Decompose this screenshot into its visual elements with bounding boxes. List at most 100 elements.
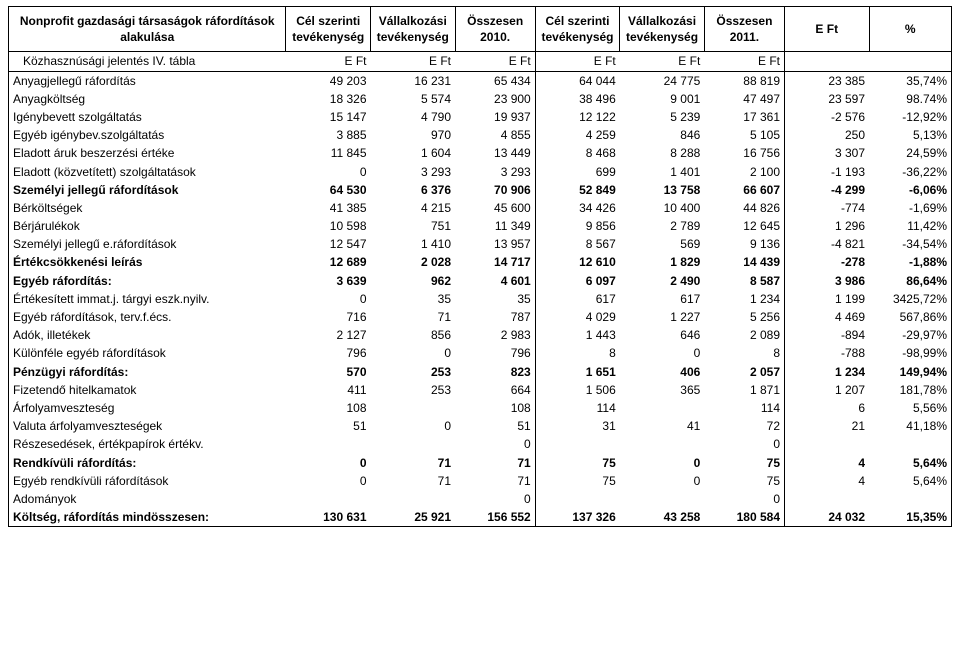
- cell-value: 35,74%: [869, 71, 951, 90]
- cell-value: 71: [371, 308, 456, 326]
- cell-value: [620, 435, 705, 453]
- subheader-blank: [869, 52, 951, 71]
- table-row: Pénzügyi ráfordítás:5702538231 6514062 0…: [9, 363, 952, 381]
- cell-value: 0: [286, 454, 371, 472]
- table-row: Valuta árfolyamveszteségek51051314172214…: [9, 417, 952, 435]
- cell-value: 31: [535, 417, 620, 435]
- cell-value: -29,97%: [869, 326, 951, 344]
- cell-value: 0: [286, 472, 371, 490]
- cell-value: 4: [785, 454, 870, 472]
- cell-value: 35: [371, 290, 456, 308]
- table-row: Értékcsökkenési leírás12 6892 02814 7171…: [9, 253, 952, 271]
- cell-value: 1 207: [785, 381, 870, 399]
- row-label: Értékesített immat.j. tárgyi eszk.nyilv.: [9, 290, 286, 308]
- cell-value: 181,78%: [869, 381, 951, 399]
- cell-value: 41,18%: [869, 417, 951, 435]
- cell-value: 3 986: [785, 272, 870, 290]
- row-label: Anyagjellegű ráfordítás: [9, 71, 286, 90]
- cell-value: 962: [371, 272, 456, 290]
- cell-value: 17 361: [704, 108, 784, 126]
- row-label: Egyéb ráfordítások, terv.f.écs.: [9, 308, 286, 326]
- cell-value: 34 426: [535, 199, 620, 217]
- subheader-blank: [785, 52, 870, 71]
- cell-value: -774: [785, 199, 870, 217]
- cell-value: 1 410: [371, 235, 456, 253]
- row-label: Különféle egyéb ráfordítások: [9, 344, 286, 362]
- cell-value: 1 234: [704, 290, 784, 308]
- cell-value: -1,69%: [869, 199, 951, 217]
- cell-value: 2 789: [620, 217, 705, 235]
- row-label: Eladott áruk beszerzési értéke: [9, 144, 286, 162]
- cell-value: 846: [620, 126, 705, 144]
- subheader-unit: E Ft: [620, 52, 705, 71]
- cell-value: 787: [455, 308, 535, 326]
- cell-value: 0: [371, 417, 456, 435]
- subheader-unit: E Ft: [455, 52, 535, 71]
- cell-value: 664: [455, 381, 535, 399]
- cell-value: 44 826: [704, 199, 784, 217]
- cell-value: 41: [620, 417, 705, 435]
- table-row: Adományok00: [9, 490, 952, 508]
- cell-value: 71: [455, 472, 535, 490]
- cell-value: 411: [286, 381, 371, 399]
- col-sum10: Összesen 2010.: [455, 7, 535, 52]
- row-label: Árfolyamveszteség: [9, 399, 286, 417]
- cell-value: 24 775: [620, 71, 705, 90]
- cell-value: -1 193: [785, 163, 870, 181]
- cell-value: -788: [785, 344, 870, 362]
- cell-value: -278: [785, 253, 870, 271]
- cell-value: 12 645: [704, 217, 784, 235]
- cell-value: 3 307: [785, 144, 870, 162]
- row-label: Fizetendő hitelkamatok: [9, 381, 286, 399]
- cell-value: 0: [455, 490, 535, 508]
- cell-value: -894: [785, 326, 870, 344]
- row-label: Értékcsökkenési leírás: [9, 253, 286, 271]
- row-label: Anyagköltség: [9, 90, 286, 108]
- cell-value: 64 530: [286, 181, 371, 199]
- cell-value: 5 105: [704, 126, 784, 144]
- cell-value: 51: [455, 417, 535, 435]
- cell-value: 5 239: [620, 108, 705, 126]
- col-vall11: Vállalkozási tevékenység: [620, 7, 705, 52]
- table-row: Különféle egyéb ráfordítások7960796808-7…: [9, 344, 952, 362]
- cell-value: 12 122: [535, 108, 620, 126]
- cell-value: 970: [371, 126, 456, 144]
- cell-value: 253: [371, 363, 456, 381]
- row-label: Bérjárulékok: [9, 217, 286, 235]
- cell-value: 2 089: [704, 326, 784, 344]
- cell-value: [785, 490, 870, 508]
- cell-value: 2 028: [371, 253, 456, 271]
- row-label: Pénzügyi ráfordítás:: [9, 363, 286, 381]
- cell-value: 5,64%: [869, 472, 951, 490]
- row-label: Valuta árfolyamveszteségek: [9, 417, 286, 435]
- cell-value: 71: [371, 472, 456, 490]
- expenditure-table: Nonprofit gazdasági társaságok ráfordítá…: [8, 6, 952, 527]
- cell-value: [535, 435, 620, 453]
- cell-value: 250: [785, 126, 870, 144]
- cell-value: -4 821: [785, 235, 870, 253]
- cell-value: 0: [620, 454, 705, 472]
- col-vall10: Vállalkozási tevékenység: [371, 7, 456, 52]
- cell-value: -1,88%: [869, 253, 951, 271]
- cell-value: 23 597: [785, 90, 870, 108]
- subheader-unit: E Ft: [286, 52, 371, 71]
- subheader-row: Közhasznúsági jelentés IV. tábla E Ft E …: [9, 52, 952, 71]
- cell-value: -12,92%: [869, 108, 951, 126]
- cell-value: 4: [785, 472, 870, 490]
- cell-value: 130 631: [286, 508, 371, 527]
- table-row: Igénybevett szolgáltatás15 1474 79019 93…: [9, 108, 952, 126]
- cell-value: -34,54%: [869, 235, 951, 253]
- col-sum11: Összesen 2011.: [704, 7, 784, 52]
- table-row: Egyéb rendkívüli ráfordítások07171750754…: [9, 472, 952, 490]
- cell-value: 3 639: [286, 272, 371, 290]
- cell-value: 3425,72%: [869, 290, 951, 308]
- cell-value: 1 234: [785, 363, 870, 381]
- table-row: Bérjárulékok10 59875111 3499 8562 78912 …: [9, 217, 952, 235]
- cell-value: 23 385: [785, 71, 870, 90]
- cell-value: 796: [455, 344, 535, 362]
- col-pct: %: [869, 7, 951, 52]
- table-row: Anyagjellegű ráfordítás49 20316 23165 43…: [9, 71, 952, 90]
- cell-value: 4 790: [371, 108, 456, 126]
- row-label: Adók, illetékek: [9, 326, 286, 344]
- cell-value: -6,06%: [869, 181, 951, 199]
